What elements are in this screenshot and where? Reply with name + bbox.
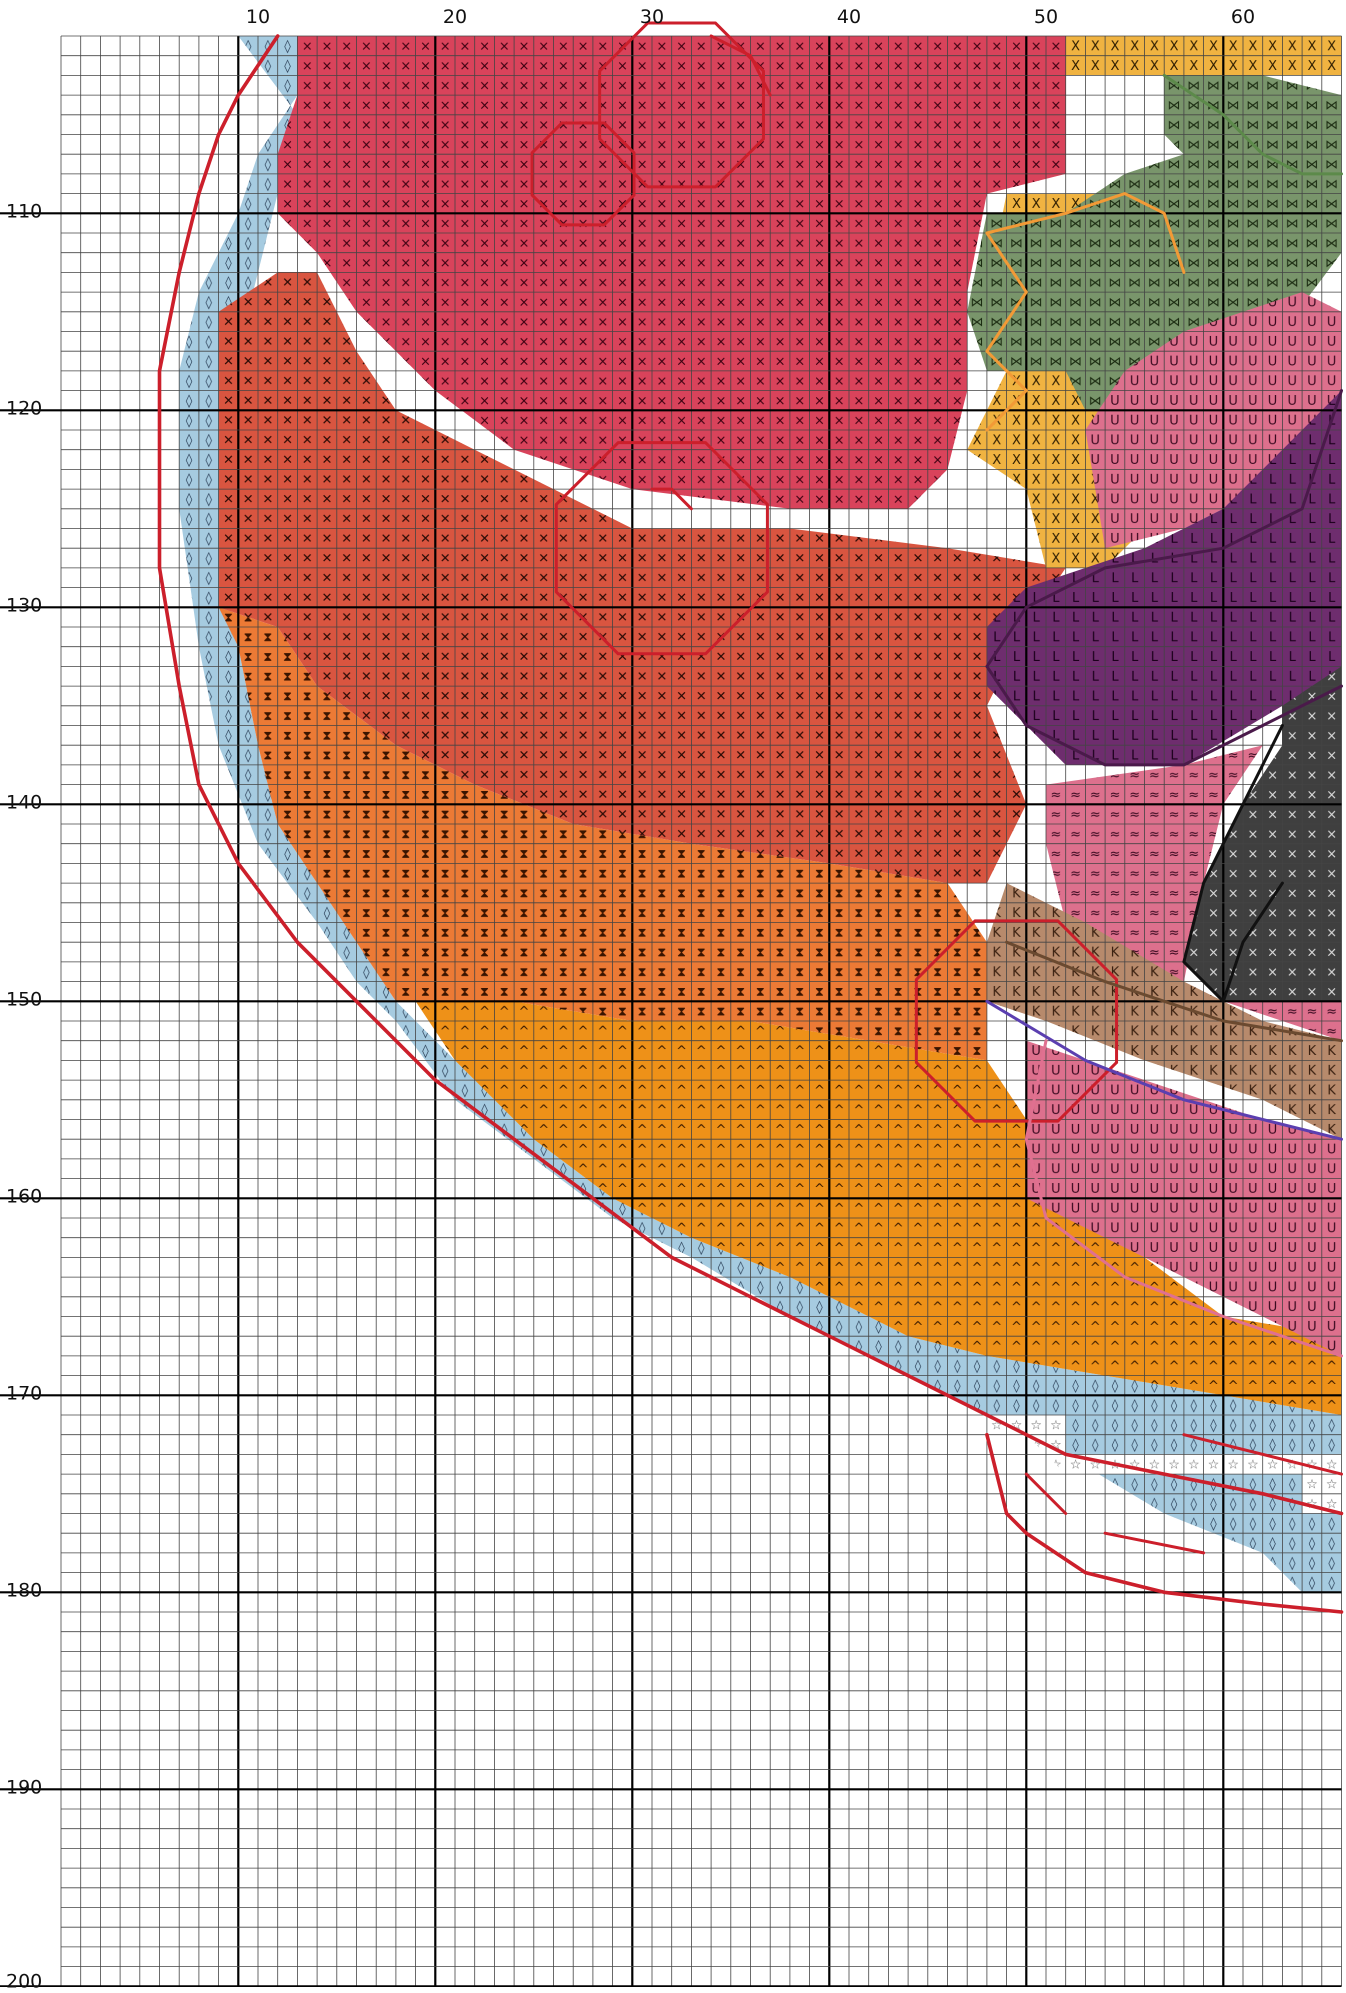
seed-circle-1 <box>530 121 636 227</box>
row-label-150: 150 <box>6 988 43 1011</box>
region-amber-symbols <box>415 1001 1342 1415</box>
seed-swirl-2 <box>709 34 772 97</box>
column-label-60: 60 <box>1230 6 1256 28</box>
leaf-outline <box>1162 73 1343 176</box>
region-pink-mid-symbols <box>1046 745 1342 1041</box>
outline-streak-1 <box>1024 1472 1068 1515</box>
seed-circle-3 <box>554 441 769 656</box>
row-label-110: 110 <box>6 200 43 223</box>
flower-outline <box>985 192 1186 432</box>
column-label-50: 50 <box>1033 6 1059 28</box>
row-label-180: 180 <box>6 1579 43 1602</box>
region-lightblue-symbols <box>179 36 1342 1593</box>
row-label-170: 170 <box>6 1382 43 1405</box>
row-label-160: 160 <box>6 1185 43 1208</box>
column-label-30: 30 <box>639 6 665 28</box>
outline-main <box>157 34 1344 1516</box>
blue-line <box>985 999 1343 1141</box>
column-label-20: 20 <box>442 6 468 28</box>
row-label-140: 140 <box>6 791 43 814</box>
purple-outline <box>985 389 1343 767</box>
column-label-40: 40 <box>836 6 862 28</box>
outline-streak-2 <box>1103 1531 1206 1555</box>
seed-swirl-1 <box>650 487 693 511</box>
column-label-10: 10 <box>245 6 271 28</box>
pink-outline <box>1024 1039 1343 1358</box>
outline-streak-3 <box>1182 1433 1343 1476</box>
outline-bottom <box>985 1432 1344 1614</box>
row-label-190: 190 <box>6 1776 43 1799</box>
row-label-120: 120 <box>6 397 43 420</box>
grey-outline <box>1182 724 1284 1003</box>
grid-lines <box>0 35 1342 1987</box>
region-redorange-symbols <box>218 272 1066 884</box>
row-label-130: 130 <box>6 594 43 617</box>
region-pink-top-symbols <box>1085 292 1342 549</box>
row-label-200: 200 <box>6 1970 43 1993</box>
tan-stripe <box>1005 940 1343 1043</box>
region-orange-symbols <box>218 607 987 1061</box>
